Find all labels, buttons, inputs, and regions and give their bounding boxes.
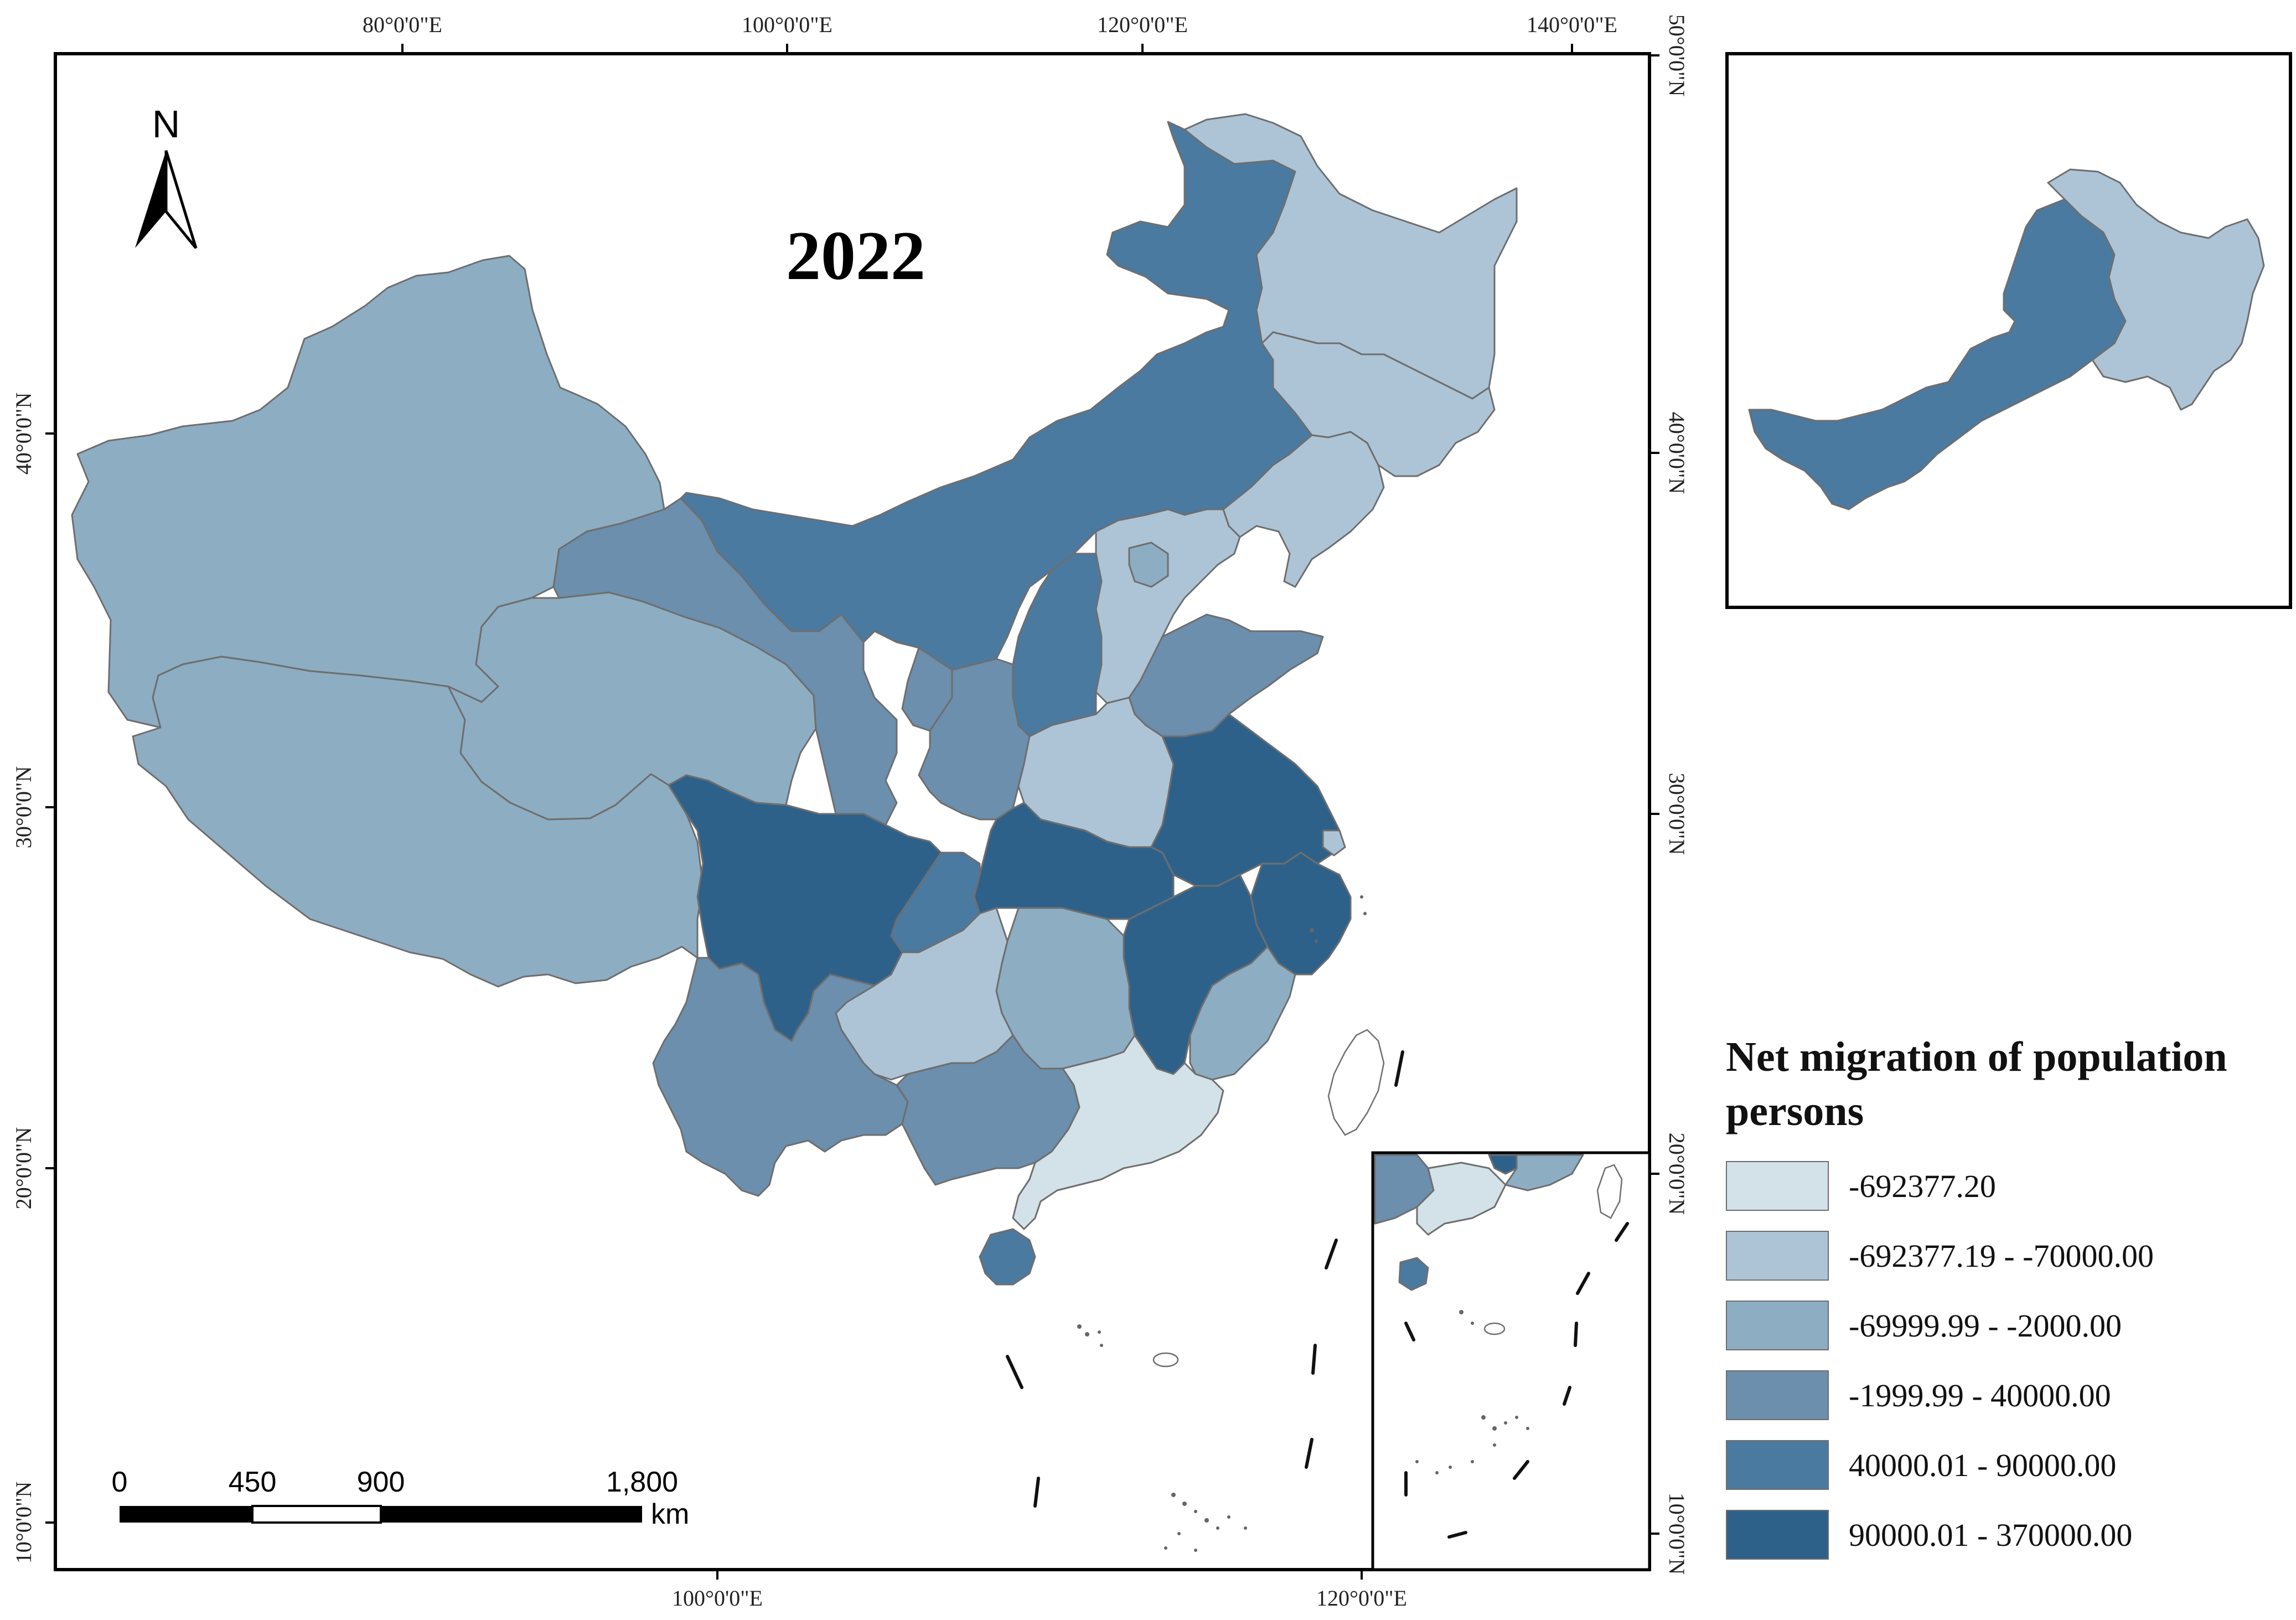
lon-label: 120°0'0"E	[1316, 1586, 1407, 1611]
lon-label: 140°0'0"E	[1527, 12, 1617, 37]
region-tibet	[132, 656, 704, 988]
region-inner-mongolia	[680, 121, 1313, 671]
lat-label: 40°0'0"N	[11, 393, 36, 474]
latitude-labels-right: 50°0'0"N 40°0'0"N 30°0'0"N 20°0'0"N 10°0…	[1664, 14, 1689, 1575]
legend-swatch	[1726, 1440, 1829, 1490]
lat-label: 30°0'0"N	[1664, 773, 1689, 855]
legend-title: Net migration of population persons	[1726, 1034, 2227, 1134]
lat-label: 50°0'0"N	[1664, 14, 1689, 96]
legend-label: -69999.99 - -2000.00	[1849, 1307, 2122, 1344]
legend-swatch	[1726, 1510, 1829, 1560]
region-hainan	[979, 1228, 1036, 1286]
legend-item: 40000.01 - 90000.00	[1726, 1438, 2285, 1492]
scale-tick-label: 900	[357, 1466, 405, 1498]
lat-label: 40°0'0"N	[1664, 412, 1689, 494]
scale-bar: 0 450 900 1,800 km	[112, 1466, 690, 1530]
region-guangdong	[1012, 1034, 1224, 1230]
lat-label: 30°0'0"N	[11, 766, 36, 848]
lat-label: 20°0'0"N	[1664, 1133, 1689, 1215]
lat-label: 20°0'0"N	[11, 1127, 36, 1209]
legend-item: -692377.20	[1726, 1159, 2285, 1213]
lon-label: 100°0'0"E	[672, 1586, 763, 1611]
north-arrow-label: N	[152, 102, 180, 146]
legend-swatch	[1726, 1370, 1829, 1420]
region-shanghai	[1322, 829, 1346, 857]
region-fujian	[1189, 946, 1296, 1081]
graticule-ticks	[45, 44, 1659, 1580]
lat-label: 10°0'0"N	[1664, 1493, 1689, 1575]
inset-region-inner-mongolia	[1748, 198, 2127, 510]
legend-item: -1999.99 - 40000.00	[1726, 1369, 2285, 1422]
legend: Net migration of population persons -692…	[1726, 1030, 2285, 1578]
legend-label: 40000.01 - 90000.00	[1849, 1447, 2117, 1483]
lat-label: 10°0'0"N	[11, 1482, 36, 1564]
taiwan-outline	[1327, 1029, 1385, 1136]
legend-label: -692377.20	[1849, 1168, 1996, 1204]
region-liaoning	[1222, 431, 1385, 588]
longitude-labels-bottom: 100°0'0"E 120°0'0"E	[672, 1586, 1407, 1611]
south-sea-inset	[1371, 1151, 1651, 1571]
legend-swatch	[1726, 1301, 1829, 1350]
northeast-inset	[1725, 52, 2292, 609]
main-map: 80°0'0"E 100°0'0"E 120°0'0"E 140°0'0"E 1…	[11, 12, 1689, 1611]
longitude-labels-top: 80°0'0"E 100°0'0"E 120°0'0"E 140°0'0"E	[363, 12, 1617, 37]
legend-item: -69999.99 - -2000.00	[1726, 1299, 2285, 1352]
legend-label: -1999.99 - 40000.00	[1849, 1377, 2111, 1413]
scale-tick-label: 0	[112, 1466, 128, 1498]
sea-boundary-dashes	[1006, 1050, 1404, 1508]
legend-swatch	[1726, 1161, 1829, 1211]
lon-label: 100°0'0"E	[742, 12, 832, 37]
map-title: 2022	[786, 218, 925, 295]
main-map-frame	[54, 52, 1651, 1571]
scale-tick-label: 1,800	[606, 1466, 678, 1498]
scale-tick-label: 450	[229, 1466, 277, 1498]
regions	[71, 113, 1518, 1286]
scale-unit-label: km	[651, 1498, 689, 1530]
lon-label: 120°0'0"E	[1097, 12, 1188, 37]
legend-swatch	[1726, 1231, 1829, 1281]
legend-item: -692377.19 - -70000.00	[1726, 1229, 2285, 1282]
region-beijing	[1128, 541, 1169, 588]
lon-label: 80°0'0"E	[363, 12, 442, 37]
latitude-labels-left: 40°0'0"N 30°0'0"N 20°0'0"N 10°0'0"N	[11, 393, 36, 1564]
legend-label: 90000.01 - 370000.00	[1849, 1516, 2133, 1553]
legend-item: 90000.01 - 370000.00	[1726, 1508, 2285, 1561]
south-sea-islands	[1077, 895, 1367, 1552]
north-arrow-icon: N	[135, 102, 198, 249]
legend-label: -692377.19 - -70000.00	[1849, 1237, 2154, 1274]
